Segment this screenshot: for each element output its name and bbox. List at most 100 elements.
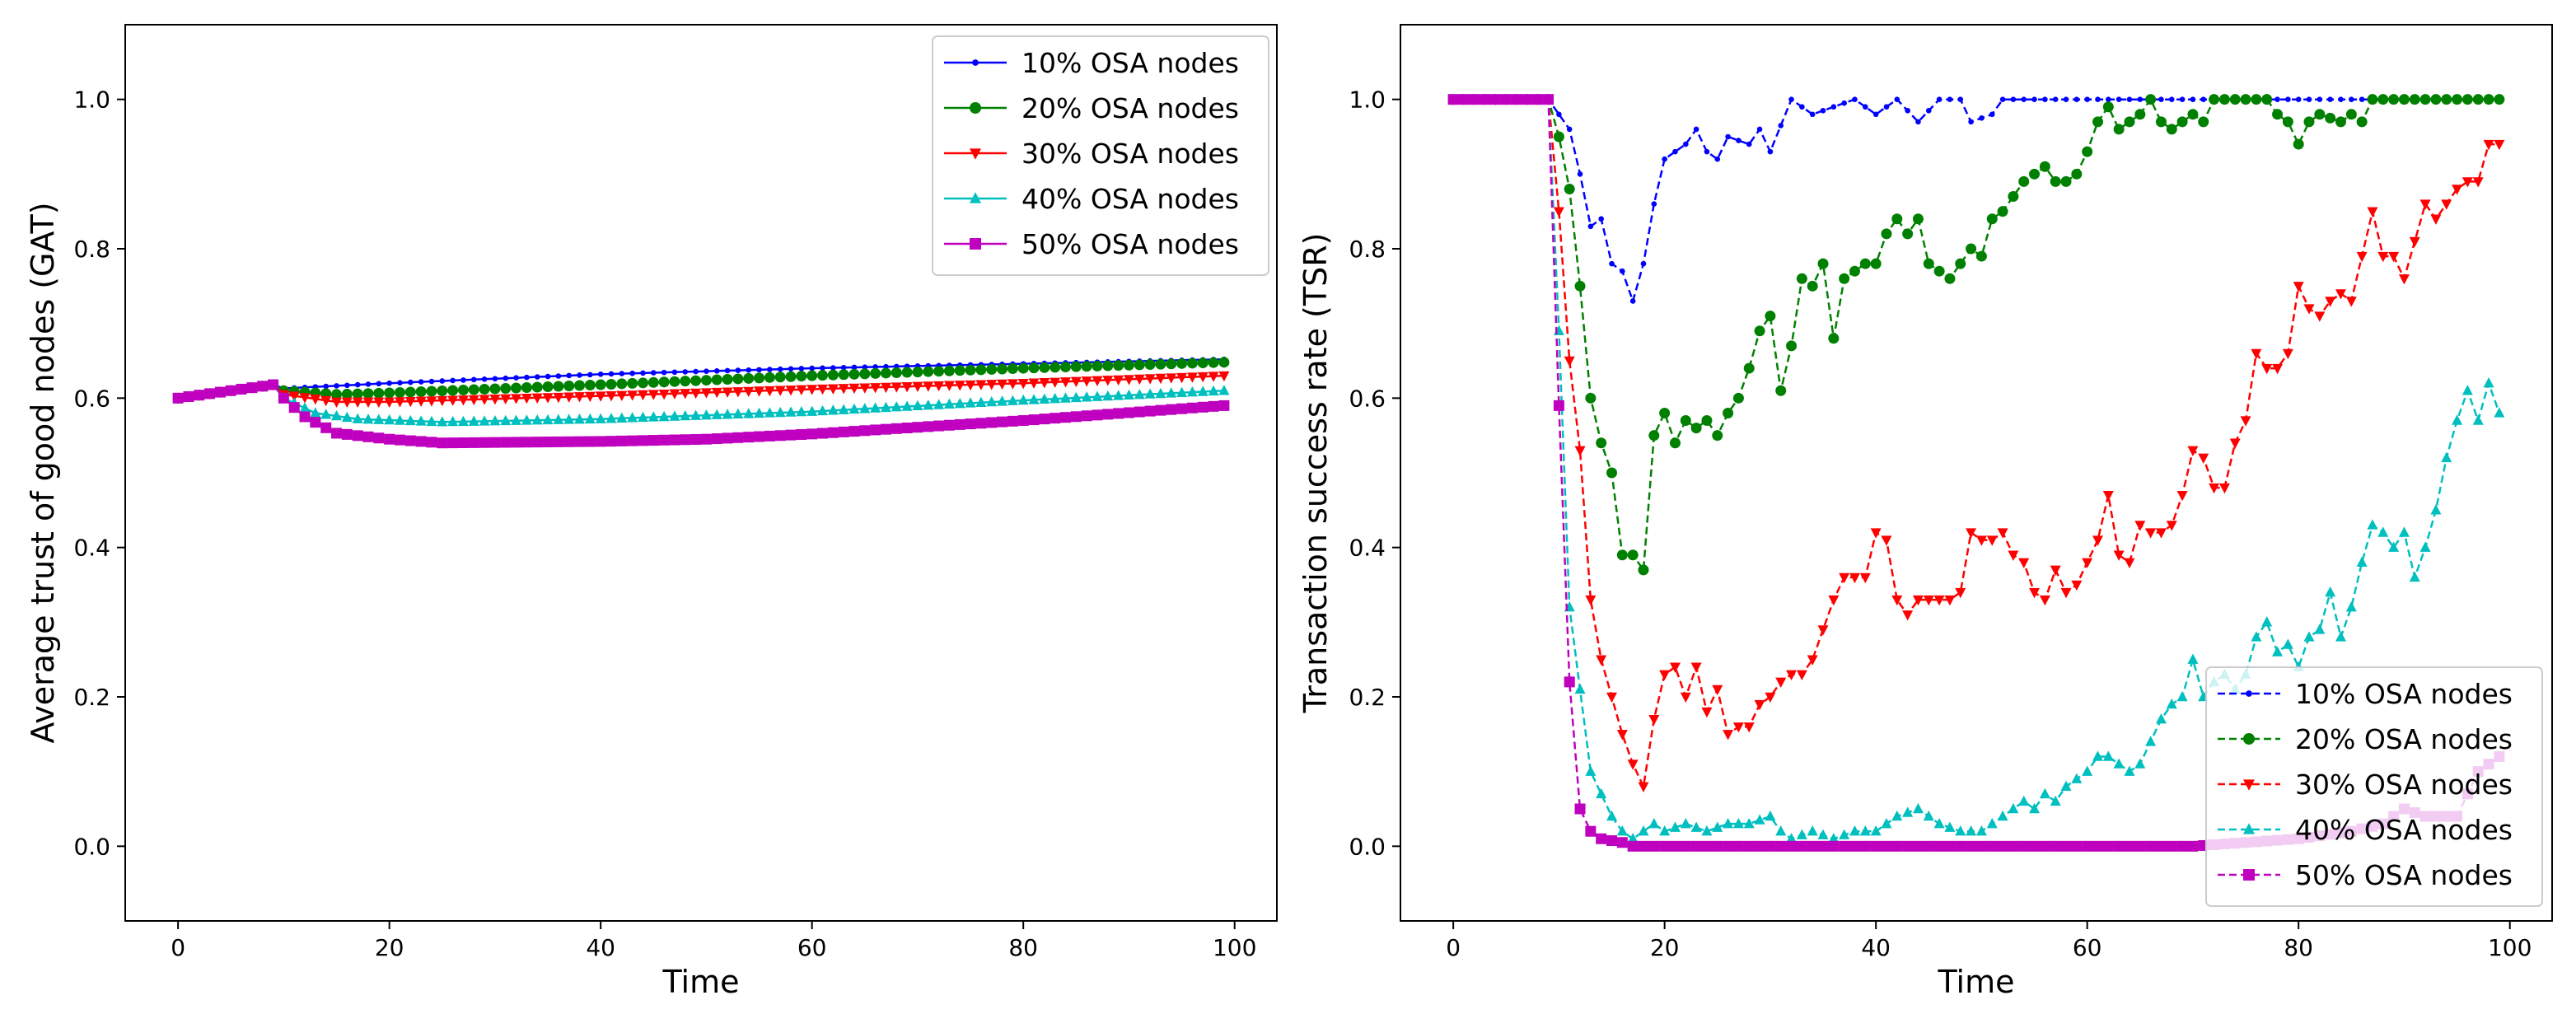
data-point bbox=[2134, 109, 2146, 120]
data-point bbox=[700, 433, 712, 445]
data-point bbox=[1743, 840, 1755, 852]
data-point bbox=[827, 384, 839, 395]
data-point bbox=[1680, 415, 1691, 427]
data-point bbox=[1606, 835, 1618, 847]
series-line bbox=[177, 383, 1224, 423]
data-point bbox=[521, 393, 532, 404]
data-point bbox=[1859, 572, 1871, 584]
data-point bbox=[1574, 280, 1586, 292]
data-point bbox=[1070, 411, 1082, 423]
data-point bbox=[2113, 840, 2125, 852]
data-point bbox=[2060, 587, 2072, 599]
data-point bbox=[1155, 358, 1166, 370]
data-point bbox=[2050, 565, 2061, 577]
data-point bbox=[323, 383, 329, 390]
data-point bbox=[2483, 94, 2494, 105]
data-point bbox=[1585, 765, 1597, 776]
data-point bbox=[236, 383, 247, 395]
data-point bbox=[1925, 107, 1932, 114]
data-point bbox=[1682, 141, 1689, 147]
data-point bbox=[711, 387, 722, 399]
data-point bbox=[658, 389, 670, 400]
data-point bbox=[1807, 825, 1818, 836]
data-point bbox=[658, 434, 670, 446]
data-point bbox=[1480, 94, 1491, 105]
data-point bbox=[1923, 258, 1934, 269]
data-point bbox=[1807, 280, 1818, 292]
data-point bbox=[257, 381, 269, 392]
data-point bbox=[2388, 94, 2400, 105]
data-point bbox=[415, 436, 427, 447]
data-point bbox=[806, 405, 818, 416]
data-point bbox=[447, 415, 459, 427]
data-point bbox=[437, 395, 448, 407]
data-point bbox=[2285, 96, 2291, 102]
data-point bbox=[669, 434, 680, 446]
data-point bbox=[1596, 655, 1607, 666]
data-point bbox=[1166, 404, 1177, 415]
data-point bbox=[2229, 438, 2241, 449]
data-point bbox=[870, 367, 881, 379]
legend-marker bbox=[2246, 690, 2252, 697]
data-point bbox=[384, 433, 395, 445]
data-point bbox=[1197, 401, 1209, 413]
data-point bbox=[2042, 96, 2048, 102]
data-point bbox=[2155, 713, 2167, 724]
data-point bbox=[1059, 377, 1071, 388]
data-point bbox=[426, 415, 437, 427]
data-point bbox=[785, 371, 797, 382]
data-point bbox=[661, 369, 667, 376]
data-point bbox=[1859, 825, 1871, 836]
x-tick-label: 80 bbox=[1008, 934, 1038, 961]
data-point bbox=[447, 395, 459, 406]
data-point bbox=[1638, 825, 1649, 836]
data-point bbox=[595, 436, 606, 447]
data-point bbox=[1754, 840, 1765, 852]
x-tick-label: 80 bbox=[2284, 934, 2313, 961]
y-axis-label: Average trust of good nodes (GAT) bbox=[25, 202, 61, 743]
legend-label: 40% OSA nodes bbox=[1022, 183, 1239, 215]
data-point bbox=[268, 379, 279, 390]
data-point bbox=[574, 414, 586, 424]
data-point bbox=[743, 432, 755, 443]
data-point bbox=[1102, 409, 1114, 420]
data-point bbox=[1648, 715, 1660, 726]
data-point bbox=[1807, 840, 1818, 852]
data-point bbox=[1775, 677, 1787, 689]
data-point bbox=[500, 414, 512, 426]
data-point bbox=[648, 435, 659, 446]
data-point bbox=[1585, 825, 1597, 837]
data-point bbox=[1186, 357, 1198, 369]
data-point bbox=[1997, 810, 2008, 821]
data-point bbox=[1606, 467, 1618, 479]
data-point bbox=[2335, 116, 2346, 128]
data-point bbox=[1638, 840, 1649, 852]
data-point bbox=[457, 437, 469, 448]
data-point bbox=[849, 403, 860, 414]
data-point bbox=[774, 371, 786, 383]
data-point bbox=[2063, 96, 2069, 102]
data-point bbox=[2317, 96, 2323, 102]
data-point bbox=[690, 433, 702, 445]
data-point bbox=[616, 378, 628, 390]
data-point bbox=[1574, 803, 1586, 815]
data-point bbox=[1775, 840, 1787, 852]
data-point bbox=[457, 415, 469, 427]
data-point bbox=[2388, 541, 2400, 552]
data-point bbox=[1799, 104, 1805, 110]
data-point bbox=[1627, 840, 1639, 852]
series-line bbox=[1453, 98, 2499, 791]
x-tick-label: 20 bbox=[1650, 934, 1680, 961]
data-point bbox=[943, 381, 955, 391]
data-point bbox=[492, 376, 498, 382]
data-point bbox=[1746, 141, 1752, 147]
data-point bbox=[334, 383, 339, 389]
data-point bbox=[838, 404, 849, 414]
data-point bbox=[1659, 840, 1671, 852]
data-point bbox=[563, 381, 575, 392]
data-point bbox=[2113, 124, 2125, 135]
data-point bbox=[2209, 94, 2220, 105]
data-point bbox=[1839, 572, 1850, 584]
data-point bbox=[1596, 437, 1607, 449]
data-point bbox=[2335, 631, 2346, 642]
